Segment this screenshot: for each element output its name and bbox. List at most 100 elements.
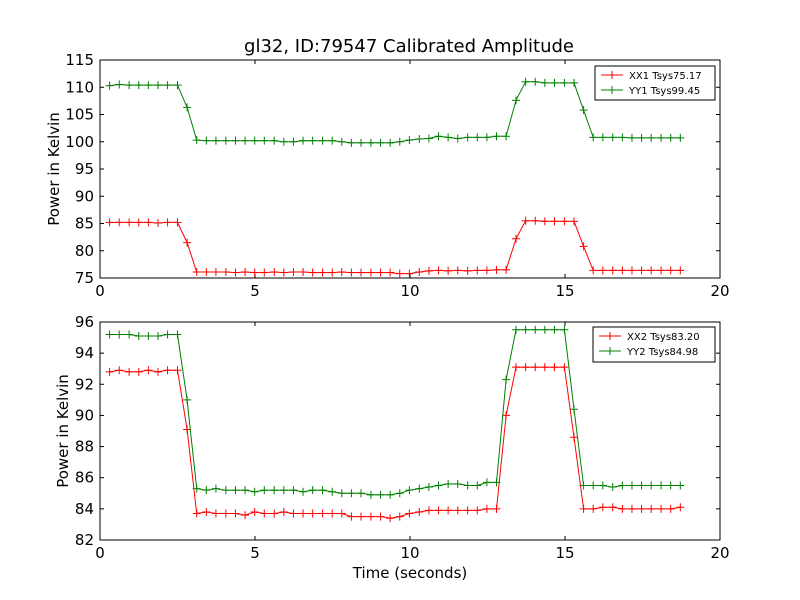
bottom-series-0-point [134, 367, 143, 376]
top-series-1-point [579, 106, 588, 115]
bottom-series-0-point [337, 509, 346, 518]
bottom-series-1-point [627, 481, 636, 490]
bottom-series-1-point [598, 481, 607, 490]
bottom-series-0-point [405, 509, 414, 518]
bottom-series-0-point [163, 366, 172, 375]
top-series-0-point [473, 266, 482, 275]
top-series-1-point [502, 132, 511, 141]
top-series-0-point [183, 238, 192, 247]
bottom-series-1-point [347, 489, 356, 498]
top-series-0-point [173, 218, 182, 227]
bottom-series-0-point [492, 504, 501, 513]
top-series-1-point [270, 136, 279, 145]
bottom-series-0-point [512, 363, 521, 372]
bottom-series-0-point [153, 367, 162, 376]
bottom-ytick-label: 88 [75, 438, 94, 456]
top-series-0-point [366, 268, 375, 277]
bottom-ytick-label: 96 [75, 313, 94, 331]
top-series-1-point [540, 78, 549, 87]
top-series-1-point [550, 78, 559, 87]
top-series-1-point [444, 133, 453, 142]
bottom-series-1-point [328, 487, 337, 496]
top-xtick-label: 0 [95, 282, 105, 300]
top-series-1-point [260, 136, 269, 145]
bottom-series-1-point [666, 481, 675, 490]
top-series-1-point [589, 133, 598, 142]
bottom-series-0-point [289, 509, 298, 518]
top-series-0-point [260, 268, 269, 277]
bottom-series-0-point [144, 366, 153, 375]
bottom-series-0-point [579, 504, 588, 513]
bottom-series-1-point [676, 481, 685, 490]
top-series-0-point [415, 268, 424, 277]
top-series-1-point [115, 80, 124, 89]
top-xtick-label: 5 [250, 282, 260, 300]
bottom-series-1-point [521, 325, 530, 334]
bottom-series-1-point [569, 405, 578, 414]
top-ytick-label: 95 [75, 160, 94, 178]
top-series-0-point [550, 217, 559, 226]
bottom-series-1-point [105, 330, 114, 339]
bottom-series-1-point [173, 330, 182, 339]
top-series-1-point [299, 136, 308, 145]
bottom-legend-label: XX2 Tsys83.20 [627, 332, 700, 343]
top-series-0-point [105, 218, 114, 227]
bottom-series-1-point [540, 325, 549, 334]
bottom-series-0-point [328, 509, 337, 518]
bottom-series-1-point [482, 478, 491, 487]
bottom-legend-marker [606, 332, 614, 340]
bottom-series-1-point [453, 479, 462, 488]
bottom-series-0-point [521, 363, 530, 372]
bottom-series-1-point [250, 487, 259, 496]
chart-title: gl32, ID:79547 Calibrated Amplitude [244, 36, 574, 57]
bottom-series-1-point [260, 486, 269, 495]
top-series-1-point [183, 103, 192, 112]
bottom-series-0-point [270, 509, 279, 518]
top-series-0-point [125, 218, 134, 227]
top-series-0-point [357, 268, 366, 277]
top-series-1-point [512, 96, 521, 105]
top-series-1-point [328, 136, 337, 145]
bottom-series-1-point [550, 325, 559, 334]
bottom-series-0-point [105, 367, 114, 376]
bottom-series-0-point [192, 509, 201, 518]
bottom-series-1-point [308, 486, 317, 495]
top-series-1-point [134, 81, 143, 90]
bottom-series-1-point [211, 484, 220, 493]
top-series-1-point [473, 133, 482, 142]
bottom-series-1-point [318, 486, 327, 495]
bottom-ytick-label: 82 [75, 531, 94, 549]
top-series-1-point [144, 81, 153, 90]
bottom-series-0-point [569, 433, 578, 442]
top-series-0-point [531, 216, 540, 225]
bottom-series-1-point [366, 490, 375, 499]
top-series-1-point [657, 133, 666, 142]
top-series-1-point [153, 81, 162, 90]
top-series-0-point [347, 268, 356, 277]
bottom-series-0-point [560, 363, 569, 372]
bottom-xtick-label: 10 [400, 544, 419, 562]
top-series-0-point [144, 218, 153, 227]
bottom-series-0-point [589, 504, 598, 513]
top-series-0-point [434, 266, 443, 275]
bottom-series-1-point [647, 481, 656, 490]
bottom-series-1-point [415, 484, 424, 493]
bottom-series-0-point [115, 366, 124, 375]
top-ytick-label: 80 [75, 242, 94, 260]
bottom-series-1-point [125, 330, 134, 339]
bottom-series-0-point [434, 506, 443, 515]
bottom-plot: 0 5 10 15 20 82 84 86 88 90 92 94 96 XX2 Tsys83.20 YY2… [75, 313, 730, 562]
top-series-0-point [666, 266, 675, 275]
top-ytick-label: 75 [75, 269, 94, 287]
bottom-series-0-point [502, 411, 511, 420]
bottom-series-0-point [202, 507, 211, 516]
bottom-series-1-point [386, 490, 395, 499]
bottom-series-0-point [676, 503, 685, 512]
top-series-0-point [308, 268, 317, 277]
bottom-series-0-point [357, 512, 366, 521]
top-ytick-label: 100 [65, 133, 94, 151]
bottom-series-1-point [153, 332, 162, 341]
bottom-series-0-point [395, 512, 404, 521]
top-series-1-point [569, 78, 578, 87]
top-series-0-point [579, 242, 588, 251]
